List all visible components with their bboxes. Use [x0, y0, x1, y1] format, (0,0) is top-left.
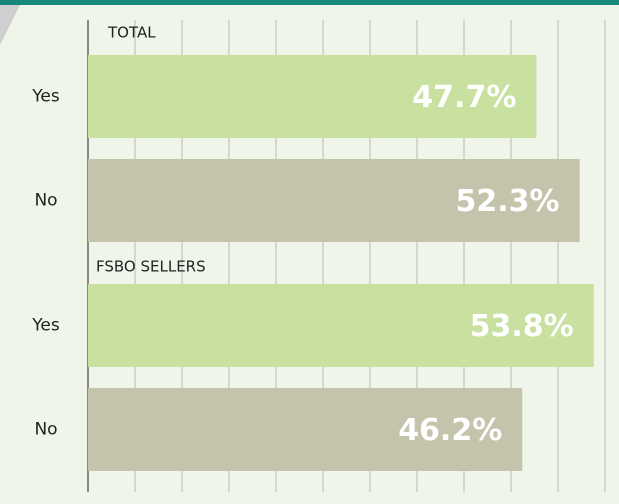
category-label: Yes — [31, 87, 60, 107]
bar — [88, 284, 594, 367]
value-label: 46.2% — [398, 413, 502, 448]
corner — [0, 5, 20, 45]
bar — [88, 159, 580, 242]
value-label: 52.3% — [456, 184, 560, 219]
category-label: No — [34, 420, 57, 440]
group-label: FSBO SELLERS — [96, 258, 206, 276]
bar — [88, 388, 523, 471]
category-label: No — [34, 191, 57, 211]
top-stripe — [0, 0, 619, 5]
category-label: Yes — [31, 316, 60, 336]
value-label: 47.7% — [412, 80, 516, 115]
value-label: 53.8% — [470, 309, 574, 344]
group-label: TOTAL — [107, 24, 156, 42]
bar — [88, 55, 537, 138]
